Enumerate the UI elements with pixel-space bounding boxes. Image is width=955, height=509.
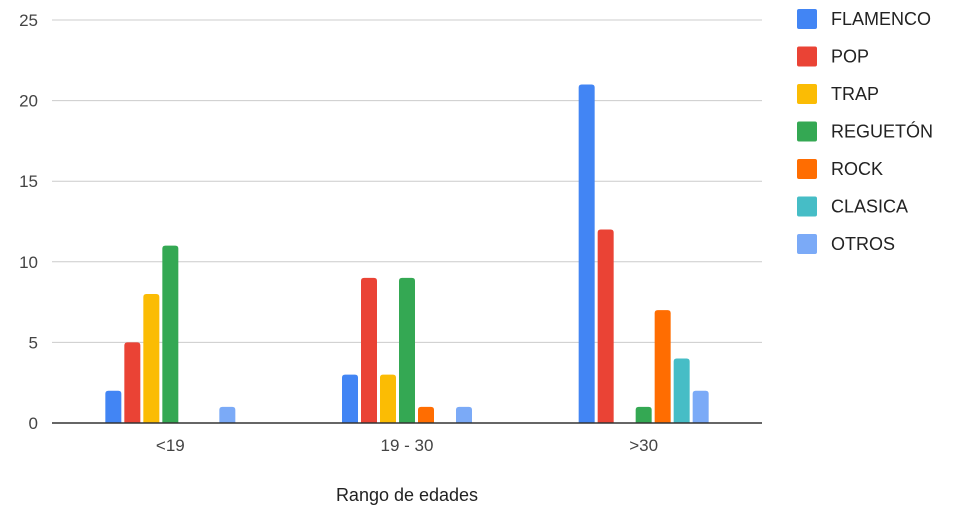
y-tick-label: 20 <box>19 92 38 111</box>
legend-label: TRAP <box>831 84 879 104</box>
legend-label: REGUETÓN <box>831 121 933 142</box>
bar-reguetón-3 <box>635 406 652 423</box>
bar-reguetón-1 <box>162 245 179 423</box>
bar-reguetón-2 <box>399 277 415 423</box>
bar-otros-3 <box>692 390 709 423</box>
legend-label: CLASICA <box>831 197 908 217</box>
bar-flamenco-1 <box>105 390 122 423</box>
y-tick-label: 10 <box>19 253 38 272</box>
bar-rock-2 <box>418 406 434 423</box>
legend-label: POP <box>831 47 869 67</box>
bar-pop-2 <box>361 277 377 423</box>
legend-swatch <box>797 196 817 217</box>
y-tick-label: 5 <box>29 333 38 352</box>
legend: FLAMENCO POP TRAP REGUETÓN ROCK CLASICA OTROS <box>797 9 933 254</box>
x-axis-ticks: <19 19 - 30 >30 <box>156 436 658 455</box>
bar-flamenco-2 <box>342 374 358 423</box>
legend-swatch <box>797 9 817 29</box>
y-tick-label: 25 <box>19 11 38 30</box>
legend-swatch <box>797 46 817 67</box>
bar-rock-3 <box>654 310 671 423</box>
bar-trap-1 <box>143 294 160 423</box>
legend-swatch <box>797 234 817 254</box>
legend-label: FLAMENCO <box>831 9 931 29</box>
bar-otros-2 <box>456 406 472 423</box>
y-tick-label: 15 <box>19 172 38 191</box>
legend-swatch <box>797 121 817 142</box>
x-tick-label: 19 - 30 <box>381 436 434 455</box>
x-tick-label: <19 <box>156 436 185 455</box>
bar-otros-1 <box>219 406 236 423</box>
bars <box>105 84 709 423</box>
legend-label: OTROS <box>831 234 895 254</box>
legend-label: ROCK <box>831 159 883 179</box>
bar-pop-3 <box>597 229 614 423</box>
bar-trap-2 <box>380 374 396 423</box>
bar-flamenco-3 <box>578 84 595 423</box>
bar-clasica-3 <box>673 358 690 423</box>
y-tick-label: 0 <box>29 414 38 433</box>
x-axis-label: Rango de edades <box>336 485 478 505</box>
legend-swatch <box>797 159 817 179</box>
bar-pop-1 <box>124 342 141 423</box>
legend-swatch <box>797 84 817 104</box>
x-tick-label: >30 <box>629 436 658 455</box>
y-axis-ticks: 0 5 10 15 20 25 <box>19 11 38 433</box>
